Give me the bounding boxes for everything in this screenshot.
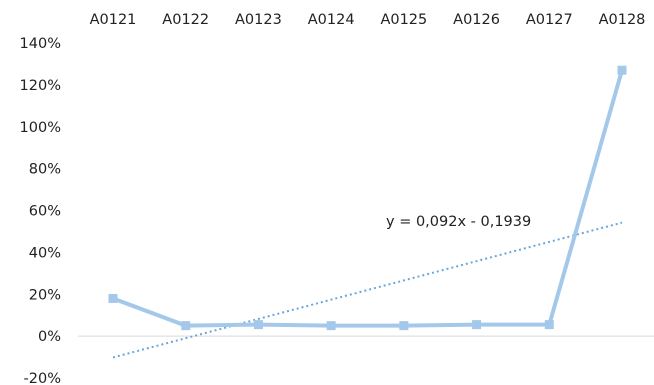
y-tick-label: 140% bbox=[20, 36, 61, 52]
series-line bbox=[112, 69, 624, 328]
category-label: A0122 bbox=[162, 12, 209, 28]
data-point-marker bbox=[617, 65, 627, 75]
y-tick-label: 80% bbox=[29, 162, 61, 178]
category-label: A0128 bbox=[599, 12, 646, 28]
category-axis-labels: A0121 A0122 A0123 A0124 A0125 A0126 A0127 A0128 bbox=[90, 12, 646, 28]
category-label: A0123 bbox=[235, 12, 282, 28]
category-label: A0127 bbox=[526, 12, 573, 28]
y-tick-label: 100% bbox=[20, 120, 61, 136]
category-label: A0121 bbox=[90, 12, 137, 28]
y-tick-label: 120% bbox=[20, 78, 61, 94]
data-point-marker bbox=[544, 320, 554, 330]
category-label: A0124 bbox=[308, 12, 355, 28]
data-point-marker bbox=[326, 321, 336, 331]
series-markers bbox=[108, 65, 627, 331]
trendline-equation: y = 0,092x - 0,1939 bbox=[386, 214, 531, 230]
data-point-marker bbox=[253, 320, 263, 330]
data-point-marker bbox=[472, 320, 482, 330]
data-point-marker bbox=[399, 321, 409, 331]
y-tick-label: 20% bbox=[29, 287, 61, 303]
category-label: A0126 bbox=[453, 12, 500, 28]
y-tick-label: 0% bbox=[38, 329, 61, 345]
y-tick-label: 40% bbox=[29, 245, 61, 261]
trendline bbox=[112, 221, 623, 359]
y-tick-label: 60% bbox=[29, 204, 61, 220]
y-axis-tick-labels: -20% 0% 20% 40% 60% 80% 100% 120% 140% bbox=[20, 36, 61, 385]
category-label: A0125 bbox=[380, 12, 427, 28]
data-point-marker bbox=[181, 321, 191, 331]
data-point-marker bbox=[108, 293, 118, 303]
y-tick-label: -20% bbox=[24, 371, 61, 385]
